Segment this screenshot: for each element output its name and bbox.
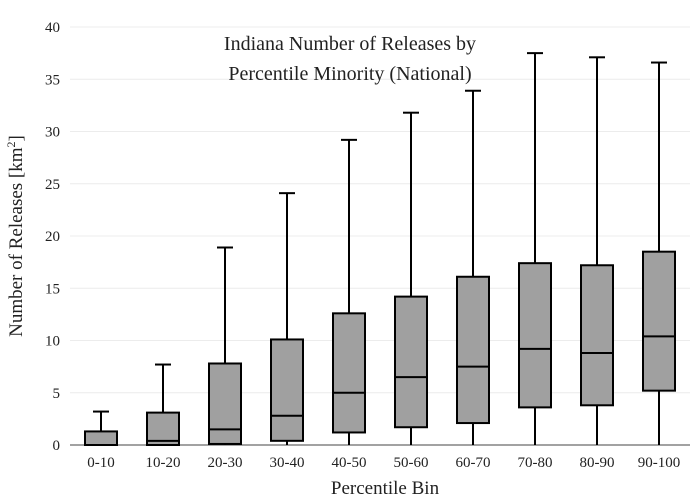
chart-title-line: Percentile Minority (National) (228, 63, 471, 85)
y-tick-label: 20 (45, 229, 60, 245)
x-tick-label: 80-90 (580, 455, 615, 471)
box-20-30 (208, 246, 242, 445)
box-80-90 (580, 56, 614, 445)
y-tick-label: 0 (53, 438, 61, 454)
y-tick-label: 15 (45, 281, 60, 297)
box-60-70 (456, 89, 490, 445)
box-rect (642, 250, 676, 392)
box-rect (518, 262, 552, 409)
x-tick-label: 40-50 (332, 455, 367, 471)
box-rect (146, 411, 180, 447)
x-tick-label: 90-100 (638, 455, 681, 471)
x-axis-title: Percentile Bin (331, 478, 440, 499)
y-tick-label: 5 (53, 386, 61, 402)
box-30-40 (270, 192, 304, 445)
box-70-80 (518, 52, 552, 445)
box-50-60 (394, 111, 428, 445)
grid-lines (70, 26, 690, 394)
x-tick-label: 60-70 (456, 455, 491, 471)
x-tick-label: 70-80 (518, 455, 553, 471)
box-rect (270, 338, 304, 442)
y-tick-label: 25 (45, 177, 60, 193)
x-tick-label: 20-30 (208, 455, 243, 471)
labels: 0 5 10 15 20 25 30 35 40 0-10 10-20 20-30 30-40 40-50… (4, 20, 680, 499)
chart-title-line: Indiana Number of Releases by (224, 33, 476, 55)
y-axis-title: Number of Releases [km2] (4, 135, 27, 337)
box-40-50 (332, 138, 366, 445)
x-tick-label: 30-40 (270, 455, 305, 471)
y-tick-label: 10 (45, 334, 60, 350)
box-rect (456, 275, 490, 425)
box-rect (332, 312, 366, 434)
box-series (84, 52, 676, 447)
box-rect (580, 264, 614, 407)
x-tick-label: 0-10 (87, 455, 115, 471)
box-rect (208, 362, 242, 445)
box-90-100 (642, 61, 676, 445)
box-10-20 (146, 363, 180, 447)
y-tick-label: 40 (45, 20, 60, 36)
x-tick-label: 10-20 (146, 455, 181, 471)
box-0-10 (84, 410, 118, 447)
y-tick-label: 35 (45, 72, 60, 88)
y-tick-label: 30 (45, 125, 60, 141)
box-rect (84, 430, 118, 447)
box-rect (394, 295, 428, 429)
x-tick-label: 50-60 (394, 455, 429, 471)
